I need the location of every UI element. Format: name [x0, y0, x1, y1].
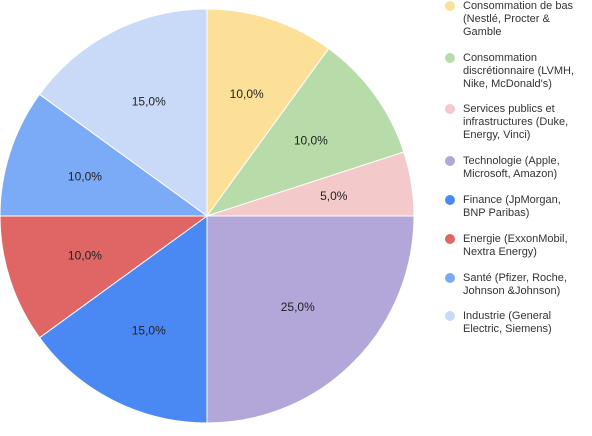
- legend-label: Finance (JpMorgan, BNP Paribas): [463, 194, 561, 219]
- pie-slice-2: [205, 47, 405, 217]
- legend-label: Santé (Pfizer, Roche, Johnson &Johnson): [463, 272, 567, 297]
- slice-value-label: 15,0%: [132, 95, 166, 109]
- legend-item: Energie (ExxonMobil, Nextra Energy): [445, 233, 592, 259]
- legend-item: Consommation de bas (Nestlé, Procter & Gam…: [445, 0, 592, 39]
- legend-swatch: [445, 156, 455, 166]
- legend-label: Consommation discrétionnaire (LVMH, Nike, …: [463, 52, 575, 90]
- slice-value-label: 15,0%: [132, 323, 166, 337]
- pie-slice-8: [38, 8, 208, 217]
- legend-swatch: [445, 273, 455, 283]
- slice-value-label: 10,0%: [230, 87, 264, 101]
- legend-label: Consommation de bas (Nestlé, Procter & Gam…: [463, 0, 574, 38]
- legend-swatch: [445, 195, 455, 205]
- legend-item: Finance (JpMorgan, BNP Paribas): [445, 194, 592, 220]
- legend-label: Services publics et infrastructures (Duke…: [463, 103, 569, 141]
- legend-swatch: [445, 234, 455, 244]
- legend-label: Energie (ExxonMobil, Nextra Energy): [463, 233, 568, 258]
- legend-label: Technologie (Apple, Microsoft, Amazon): [463, 155, 560, 180]
- slice-value-label: 5,0%: [320, 189, 348, 203]
- slice-value-label: 10,0%: [294, 134, 328, 148]
- pie-slice-7: [0, 93, 209, 217]
- legend-item: Services publics et infrastructures (Duke…: [445, 103, 592, 142]
- slice-value-label: 10,0%: [68, 169, 102, 183]
- pie-slice-6: [0, 215, 209, 339]
- legend-item: Consommation discrétionnaire (LVMH, Nike, …: [445, 52, 592, 91]
- legend-swatch: [445, 1, 455, 11]
- legend-swatch: [445, 53, 455, 63]
- slice-value-label: 25,0%: [281, 300, 315, 314]
- pie-slice-5: [38, 215, 208, 424]
- pie-slice-4: [206, 215, 415, 424]
- pie-chart: 10,0% 10,0% 5,0% 25,0% 15,0% 10,0% 10,0% 15,0%: [0, 8, 415, 424]
- legend-swatch: [445, 104, 455, 114]
- legend-item: Santé (Pfizer, Roche, Johnson &Johnson): [445, 272, 592, 298]
- legend-item: Technologie (Apple, Microsoft, Amazon): [445, 155, 592, 181]
- slice-value-label: 10,0%: [68, 249, 102, 263]
- legend-label: Industrie (General Electric, Siemens): [463, 310, 552, 335]
- legend-swatch: [445, 311, 455, 321]
- legend-item: Industrie (General Electric, Siemens): [445, 310, 592, 336]
- pie-slice-1: [206, 8, 330, 218]
